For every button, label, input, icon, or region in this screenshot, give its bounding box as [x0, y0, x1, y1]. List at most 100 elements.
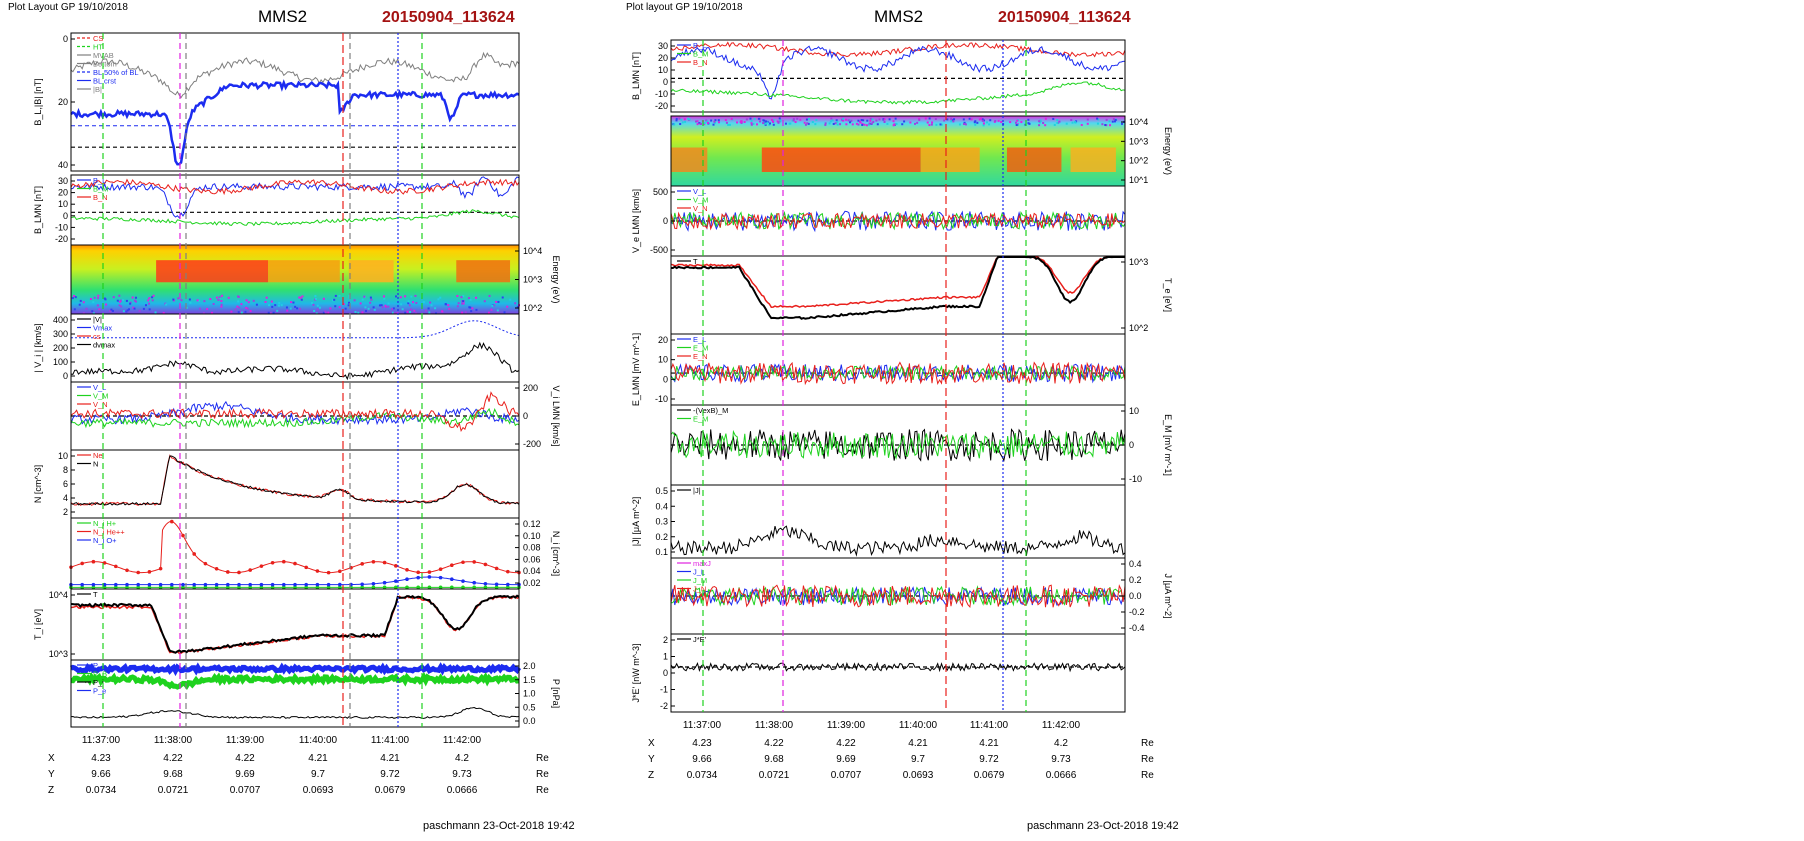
right-ephem-value: 0.0734 [687, 770, 718, 781]
right-ytick-label: 10^2 [1129, 323, 1148, 333]
spectrogram-pixel [152, 294, 155, 297]
spectrogram-pixel [1086, 118, 1089, 121]
spectrogram-pixel [286, 309, 289, 312]
spectrogram-pixel [148, 302, 151, 305]
spectrogram-pixel [892, 124, 895, 127]
left-ylabel: | V_i | [km/s] [33, 323, 43, 372]
spectrogram-pixel [333, 298, 336, 301]
left-ytick-label: 0 [63, 211, 68, 221]
spectrogram-pixel [832, 122, 835, 125]
ti-trace [70, 594, 520, 654]
em-trace [670, 429, 1126, 460]
spectrogram-pixel [861, 122, 864, 125]
spectrogram-pixel [680, 118, 683, 121]
left-ylabel: N [cm^-3] [33, 465, 43, 503]
right-legend-label: -(VexB)_M [693, 406, 728, 415]
spectrogram-pixel [315, 312, 318, 315]
spectrogram-pixel [91, 310, 94, 313]
right-ytick-label: 10^2 [1129, 156, 1148, 166]
right-ytick-label: 0.2 [655, 532, 668, 542]
spectrogram-pixel [1096, 122, 1099, 125]
ni-hplus-trace-point [438, 585, 443, 590]
left-ytick-label: 2 [63, 507, 68, 517]
spectrogram-pixel [678, 117, 681, 120]
ni-oplus-trace-point [248, 582, 252, 587]
spectrogram-pixel [427, 307, 430, 310]
right-legend-label: E_M [693, 344, 708, 353]
spectrogram-pixel [1111, 120, 1114, 123]
right-ytick-label: -0.4 [1129, 623, 1145, 633]
left-ephem-value: 4.23 [91, 753, 111, 764]
right-legend-label: maxJ [693, 559, 711, 568]
right-legend-label: B_M [693, 50, 708, 59]
spectrogram-pixel [353, 299, 356, 302]
spectrogram-pixel [814, 123, 817, 126]
spectrogram-pixel [391, 311, 394, 314]
spectrogram-pixel [860, 119, 863, 122]
ni-oplus-trace-point [338, 582, 342, 587]
right-ytick-label: -1 [660, 685, 668, 695]
spectrogram-pixel [924, 117, 927, 120]
spectrogram-pixel [1075, 120, 1078, 123]
spectrogram-pixel [134, 300, 137, 303]
right-ephem-value: 0.0707 [831, 770, 862, 781]
spectrogram-hot-region [456, 260, 511, 283]
right-legend-label: J_L [693, 568, 705, 577]
right-ephem-value: 0.0693 [903, 770, 934, 781]
spectrogram-pixel [964, 123, 967, 126]
spectrogram-pixel [237, 295, 240, 298]
ni-oplus-trace-point [472, 580, 477, 585]
spectrogram-pixel [928, 117, 931, 120]
left-ytick-label: -10 [55, 222, 68, 232]
right-legend-label: J*E' [693, 635, 707, 644]
right-ytick-label: -10 [1129, 474, 1142, 484]
spectrogram-pixel [411, 301, 414, 304]
spectrogram-pixel [313, 309, 316, 312]
right-legend-label: V_L [693, 187, 706, 196]
spectrogram-pixel [681, 121, 684, 124]
ni-oplus-trace-point [192, 582, 196, 587]
left-legend-label: N_i H+ [93, 519, 117, 528]
spectrogram-pixel [870, 122, 873, 125]
left-legend-label: N_i O+ [93, 536, 117, 545]
spectrogram-pixel [92, 312, 95, 315]
spectrogram-pixel [112, 296, 115, 299]
ni-oplus-trace-point [360, 582, 365, 587]
spectrogram-pixel [1038, 120, 1041, 123]
spectrogram-pixel [994, 119, 997, 122]
spectrogram-pixel [134, 296, 137, 299]
left-legend-label: B_M [93, 185, 108, 194]
spectrogram-pixel [916, 121, 919, 124]
spectrogram-pixel [329, 307, 332, 310]
pi-trace [70, 706, 520, 719]
pb-trace [70, 671, 520, 690]
spectrogram-pixel [301, 295, 304, 298]
spectrogram-pixel [493, 304, 496, 307]
left-footer: paschmann 23-Oct-2018 19:42 [423, 820, 575, 832]
ni-heplus-trace-point [315, 569, 320, 573]
right-ephem-value: 4.23 [692, 738, 712, 749]
spectrogram-pixel [74, 296, 77, 299]
left-ephem-value: 0.0666 [447, 785, 478, 796]
spectrogram-pixel [354, 310, 357, 313]
spectrogram-pixel [1105, 124, 1108, 127]
ni-hplus-trace-point [405, 585, 409, 590]
left-ephem-value: 4.22 [235, 753, 255, 764]
spectrogram-hot-region [268, 260, 340, 283]
spectrogram-pixel [830, 117, 833, 120]
ni-hplus-trace-point [360, 585, 365, 590]
ni-heplus-trace-point [304, 565, 309, 570]
spectrogram-pixel [845, 123, 848, 126]
right-legend-label: J_M [693, 576, 707, 585]
spectrogram-pixel [1020, 121, 1023, 124]
spectrogram-pixel [221, 294, 224, 297]
ni-heplus-trace-point [91, 559, 96, 564]
ni-heplus-trace-point [270, 560, 275, 565]
spectrogram-pixel [766, 121, 769, 124]
spectrogram-pixel [740, 120, 743, 123]
left-ylabel: V_i LMN [km/s] [551, 385, 561, 446]
spectrogram-pixel [1056, 121, 1059, 124]
right-panel-ve: 500 0 -500 V_e LMN [km/s] V_LV_MV_N [631, 185, 1126, 257]
spectrogram-pixel [876, 123, 879, 126]
spectrogram-pixel [189, 301, 192, 304]
